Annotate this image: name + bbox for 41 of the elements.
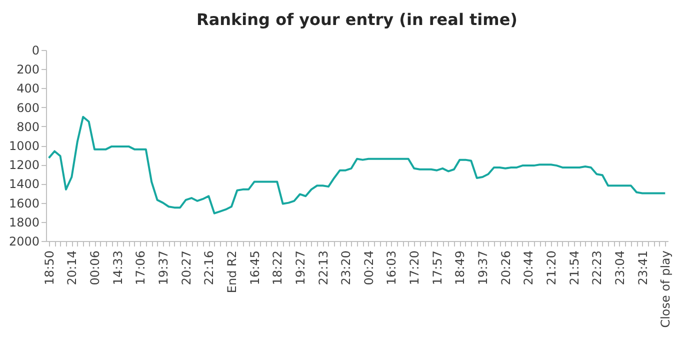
x-tick-label: 18:22 [270,250,285,286]
x-tick-label: 20:26 [498,250,513,286]
x-tick-label: 20:14 [65,250,80,286]
y-tick-label: 600 [16,100,40,115]
y-tick-label: 1600 [8,196,40,210]
x-tick-label: 19:37 [156,250,170,286]
x-tick-label: 17:20 [408,250,422,286]
x-tick-label: End R2 [224,250,239,294]
x-tick-label: 17:06 [134,250,148,286]
x-tick-label: 23:04 [612,250,627,286]
x-tick-label: 16:03 [384,250,399,286]
y-tick-label: 200 [16,62,40,77]
y-tick-label: 800 [16,120,40,134]
line-series [48,116,666,214]
y-tick-label: 2000 [8,234,40,248]
y-tick-label: 0 [32,44,40,58]
x-tick-label: 23:41 [636,250,650,286]
x-tick-label: 14:33 [110,250,125,286]
y-tick-label: 400 [16,82,40,96]
x-tick-label: 20:27 [179,250,194,286]
x-tick-label: 22:16 [202,250,216,286]
x-tick-label: 21:20 [544,250,559,286]
x-tick-label: 20:44 [522,250,536,286]
x-tick-label: 18:50 [42,250,56,286]
x-tick-label: 19:27 [293,250,308,286]
y-tick-label: 1200 [8,158,40,172]
x-tick-label: Close of play [658,250,673,328]
x-tick-label: 16:45 [248,250,262,286]
x-tick-label: 00:24 [362,250,376,286]
x-tick-label: 17:57 [430,250,444,286]
chart-title: Ranking of your entry (in real time) [196,10,518,29]
x-tick-label: 22:23 [590,250,604,286]
x-tick-label: 19:37 [476,250,490,286]
x-tick-label: 23:20 [339,250,354,286]
y-tick-label: 1000 [8,139,40,153]
x-tick-label: 22:13 [316,250,330,286]
x-tick-label: 18:49 [453,250,468,286]
y-tick-label: 1400 [8,177,40,192]
x-tick-label: 21:54 [567,250,582,286]
y-tick-label: 1800 [8,215,40,230]
x-tick-label: 00:06 [88,250,102,286]
